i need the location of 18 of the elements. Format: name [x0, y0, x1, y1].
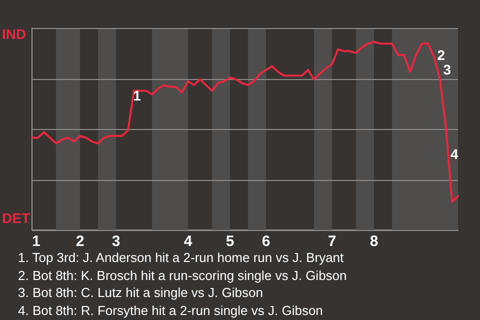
x-tick-label: 1 [32, 233, 40, 250]
annotation: 2 [437, 47, 446, 64]
x-tick-label: 2 [76, 233, 84, 250]
text: 1. Top 3rd: J. Anderson hit a 2-run home run vs J. Bryant [18, 249, 345, 266]
x-tick-label: 4 [184, 233, 193, 250]
text: 2. Bot 8th: K. Brosch hit a run-scoring single vs J. Gibson [18, 266, 347, 284]
x-tick-label: 6 [262, 233, 270, 250]
annotation: 1 [133, 88, 142, 104]
text: IND [2, 26, 26, 42]
x-tick-label: 8 [370, 233, 378, 250]
annotation: 3 [443, 61, 452, 78]
x-tick-label: 5 [226, 233, 234, 250]
text: 3. Bot 8th: C. Lutz hit a single vs J. Gibson [18, 284, 264, 302]
x-tick-label: 7 [328, 233, 336, 250]
text: DET [2, 210, 30, 226]
x-tick-label: 3 [112, 233, 120, 250]
annotation: 4 [450, 146, 458, 162]
text: 4. Bot 8th: R. Forsythe hit a 2-run single vs J. Gibson [18, 302, 324, 319]
